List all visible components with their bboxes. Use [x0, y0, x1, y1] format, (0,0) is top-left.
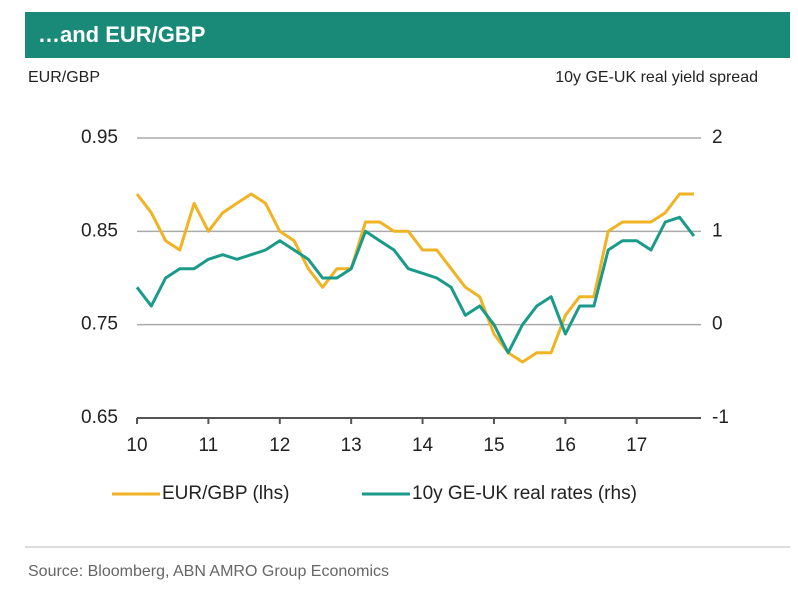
x-tick-label: 12: [269, 435, 290, 456]
y2-tick-label: -1: [712, 407, 729, 428]
x-tick-label: 13: [341, 435, 362, 456]
y-tick-label: 0.85: [81, 220, 118, 241]
y-tick-label: 0.95: [81, 127, 118, 148]
y2-tick-label: 2: [712, 127, 723, 148]
x-tick-label: 15: [483, 435, 504, 456]
x-tick-label: 14: [412, 435, 434, 456]
y-tick-label: 0.75: [81, 314, 118, 335]
y2-tick-label: 1: [712, 220, 723, 241]
y2-tick-label: 0: [712, 314, 723, 335]
x-tick-label: 11: [199, 435, 219, 456]
legend-label: EUR/GBP (lhs): [162, 483, 289, 504]
legend-label: 10y GE-UK real rates (rhs): [412, 483, 637, 504]
y-tick-label: 0.65: [81, 407, 118, 428]
x-tick-label: 10: [126, 435, 147, 456]
series-line: [135, 215, 696, 355]
series-line: [135, 192, 694, 364]
title-bar: [25, 12, 790, 58]
y-axis-label: EUR/GBP: [28, 69, 100, 86]
y2-axis-label: 10y GE-UK real yield spread: [555, 69, 758, 86]
x-tick-label: 17: [626, 435, 647, 456]
source: Source: Bloomberg, ABN AMRO Group Econom…: [28, 563, 389, 580]
x-tick-label: 16: [555, 435, 576, 456]
chart-title: …and EUR/GBP: [38, 22, 205, 47]
